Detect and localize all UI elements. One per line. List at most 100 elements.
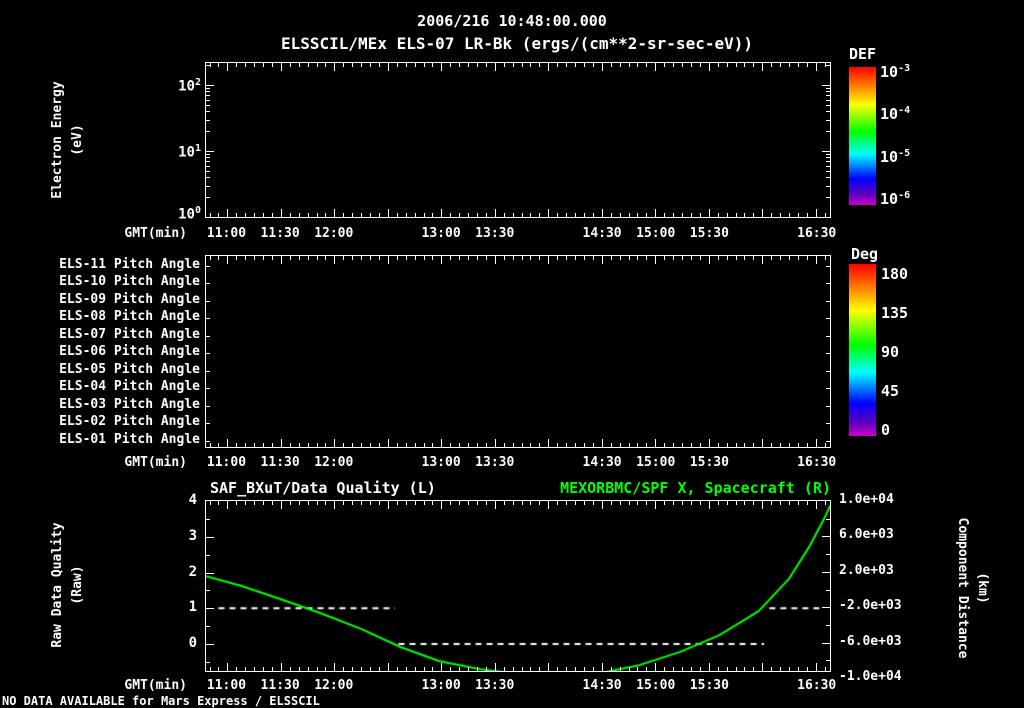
plot-subtitle: ELSSCIL/MEx ELS-07 LR-Bk (ergs/(cm**2-sr… xyxy=(280,34,753,53)
x-tick-mark xyxy=(352,213,354,217)
x-tick-mark xyxy=(575,443,577,447)
x-tick-mark xyxy=(539,443,541,447)
x-tick-mark xyxy=(806,667,808,671)
x-tick-mark xyxy=(307,443,309,447)
x-tick-mark xyxy=(583,443,585,447)
x-tick-mark xyxy=(352,256,354,260)
x-tick-label: 11:00 xyxy=(206,678,247,693)
x-tick-mark xyxy=(289,213,291,217)
x-tick-mark xyxy=(459,213,461,217)
x-tick-mark xyxy=(236,443,238,447)
x-tick-mark xyxy=(824,256,826,260)
x-tick-mark xyxy=(673,256,675,260)
x-tick-mark xyxy=(209,213,211,217)
x-tick-mark xyxy=(423,501,425,505)
x-tick-mark xyxy=(797,667,799,671)
pitch-angle-row-label: ELS-04 Pitch Angle xyxy=(59,379,200,395)
x-tick-mark xyxy=(316,501,318,505)
x-tick-mark xyxy=(771,667,773,671)
y-tick-minor xyxy=(826,624,830,626)
x-tick-mark xyxy=(512,501,514,505)
y-tick-minor xyxy=(826,518,830,520)
x-tick-mark xyxy=(690,443,692,447)
x-tick-mark xyxy=(583,667,585,671)
x-tick-mark xyxy=(378,667,380,671)
x-tick-mark xyxy=(227,63,229,71)
x-tick-mark xyxy=(387,439,389,447)
x-tick-mark xyxy=(280,663,282,671)
y-tick-minor xyxy=(826,131,830,133)
y-tick-mark xyxy=(826,353,830,355)
x-tick-label: 16:30 xyxy=(797,226,837,241)
x-tick-mark xyxy=(316,443,318,447)
x-tick-mark xyxy=(637,63,639,67)
x-tick-mark xyxy=(780,256,782,260)
x-tick-mark xyxy=(690,667,692,671)
x-tick-mark xyxy=(352,63,354,67)
pitch-angle-row-label: ELS-09 Pitch Angle xyxy=(59,291,200,307)
x-tick-mark xyxy=(788,213,790,217)
x-tick-mark xyxy=(735,667,737,671)
x-tick-mark xyxy=(771,256,773,260)
x-tick-mark xyxy=(673,213,675,217)
x-tick-mark xyxy=(459,667,461,671)
x-tick-label: 12:00 xyxy=(314,678,354,693)
x-tick-mark xyxy=(298,443,300,447)
x-tick-mark xyxy=(263,667,265,671)
x-tick-mark xyxy=(628,63,630,67)
x-tick-mark xyxy=(557,443,559,447)
x-tick-mark xyxy=(815,663,817,671)
x-tick-mark xyxy=(334,63,336,71)
x-tick-mark xyxy=(387,209,389,217)
x-tick-mark xyxy=(378,443,380,447)
x-tick-mark xyxy=(245,443,247,447)
x-tick-mark xyxy=(423,667,425,671)
x-tick-mark xyxy=(370,213,372,217)
y-tick-mark xyxy=(826,335,830,337)
x-tick-mark xyxy=(539,63,541,67)
x-tick-mark xyxy=(450,443,452,447)
x-tick-mark xyxy=(441,63,443,71)
pitch-angle-row-label: ELS-10 Pitch Angle xyxy=(59,274,200,290)
x-tick-mark xyxy=(726,256,728,260)
x-tick-mark xyxy=(806,443,808,447)
x-tick-label: 11:30 xyxy=(260,226,300,241)
x-tick-mark xyxy=(209,501,211,505)
y-tick-mark xyxy=(206,572,214,574)
x-tick-mark xyxy=(619,667,621,671)
x-tick-mark xyxy=(271,443,273,447)
x-tick-mark xyxy=(673,63,675,67)
x-tick-mark xyxy=(494,439,496,447)
x-tick-mark xyxy=(218,256,220,260)
x-tick-mark xyxy=(753,63,755,67)
x-tick-mark xyxy=(771,63,773,67)
x-tick-mark xyxy=(378,213,380,217)
x-tick-mark xyxy=(797,443,799,447)
x-tick-mark xyxy=(254,256,256,260)
x-tick-mark xyxy=(824,667,826,671)
x-tick-mark xyxy=(824,501,826,505)
x-tick-mark xyxy=(263,63,265,67)
quality-distance-canvas xyxy=(206,501,830,671)
y-tick-mark xyxy=(826,405,830,407)
y-tick-minor xyxy=(826,91,830,93)
x-tick-mark xyxy=(280,501,282,509)
x-tick-mark xyxy=(512,63,514,67)
time-axis-tick-row: 11:00 11:30 12:00 13:00 13:30 14:30 15:00 15:30… xyxy=(205,678,836,694)
x-tick-mark xyxy=(539,213,541,217)
y-tick-mark xyxy=(206,441,210,442)
y-tick-label: 1.0e+04 xyxy=(839,492,894,507)
gmt-axis-label: GMT(min) xyxy=(124,678,187,693)
x-tick-mark xyxy=(378,256,380,260)
y-tick-minor xyxy=(826,95,830,97)
y-tick-label: 102 xyxy=(178,77,201,95)
x-tick-mark xyxy=(797,213,799,217)
x-tick-mark xyxy=(254,443,256,447)
x-tick-mark xyxy=(699,667,701,671)
x-tick-mark xyxy=(512,443,514,447)
x-tick-mark xyxy=(307,213,309,217)
x-tick-mark xyxy=(218,63,220,67)
x-tick-mark xyxy=(521,443,523,447)
x-tick-mark xyxy=(218,501,220,505)
y-tick-minor xyxy=(206,119,210,121)
